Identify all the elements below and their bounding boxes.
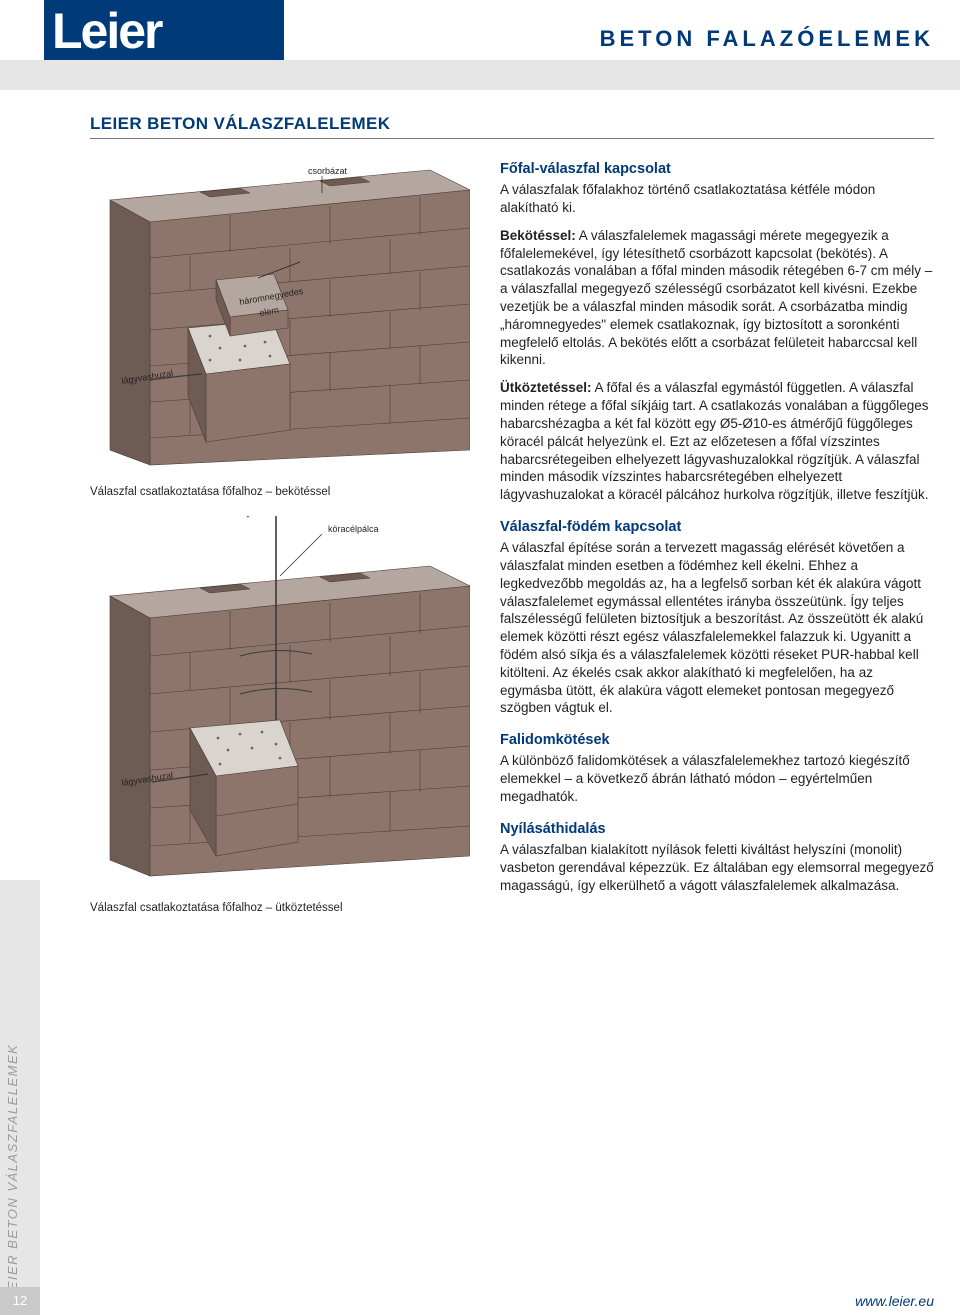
text-column: Főfal-válaszfal kapcsolat A válaszfalak … <box>500 160 934 904</box>
section-rule <box>90 138 934 139</box>
para-nyilasathidalas: A válaszfalban kialakított nyílások fele… <box>500 841 934 894</box>
heading-falidomkotesek: Falidomkötések <box>500 731 934 750</box>
gray-band <box>0 60 960 90</box>
figures-column: csorbázat háromnegyedes elem lágyvashuza… <box>90 160 470 932</box>
footer-url: www.leier.eu <box>855 1293 934 1309</box>
body-utkoztetessel: A főfal és a válaszfal egymástól függetl… <box>500 380 929 502</box>
para-fodem: A válaszfal építése során a tervezett ma… <box>500 539 934 717</box>
para-falidomkotesek: A különböző falidomkötések a válaszfalel… <box>500 752 934 805</box>
lead-bekotessel: Bekötéssel: <box>500 228 576 243</box>
fig1-label-csorbazat: csorbázat <box>308 166 348 176</box>
header: Leier BETON FALAZÓELEMEK <box>0 0 960 60</box>
figure-utkoztetes: köracélpálca lágyvashuzal Válaszfal csat… <box>90 516 470 914</box>
body-bekotessel: A válaszfalelemek magassági mérete megeg… <box>500 228 932 368</box>
category-title: BETON FALAZÓELEMEK <box>600 26 934 52</box>
figure1-caption: Válaszfal csatlakoztatása főfalhoz – bek… <box>90 486 470 498</box>
figure2-caption: Válaszfal csatlakoztatása főfalhoz – ütk… <box>90 902 470 914</box>
lead-utkoztetessel: Ütköztetéssel: <box>500 380 592 395</box>
side-tab-label: LEIER BETON VÁLASZFALELEMEK <box>5 1044 20 1299</box>
para-intro: A válaszfalak főfalakhoz történő csatlak… <box>500 181 934 217</box>
heading-nyilasathidalas: Nyílásáthidalás <box>500 820 934 839</box>
para-bekotessel: Bekötéssel: A válaszfalelemek magassági … <box>500 227 934 370</box>
heading-fofal-valaszfal: Főfal-válaszfal kapcsolat <box>500 160 934 179</box>
svg-text:Leier: Leier <box>52 3 163 59</box>
page-number: 12 <box>0 1287 40 1315</box>
section-title: LEIER BETON VÁLASZFALELEMEK <box>90 114 390 134</box>
fig2-label-koracelpalca: köracélpálca <box>328 524 379 534</box>
heading-fodem: Válaszfal-födém kapcsolat <box>500 518 934 537</box>
figure-bekotes: csorbázat háromnegyedes elem lágyvashuza… <box>90 160 470 498</box>
para-utkoztetessel: Ütköztetéssel: A főfal és a válaszfal eg… <box>500 379 934 504</box>
side-tab: LEIER BETON VÁLASZFALELEMEK <box>0 880 40 1315</box>
brand-logo: Leier <box>44 0 284 60</box>
